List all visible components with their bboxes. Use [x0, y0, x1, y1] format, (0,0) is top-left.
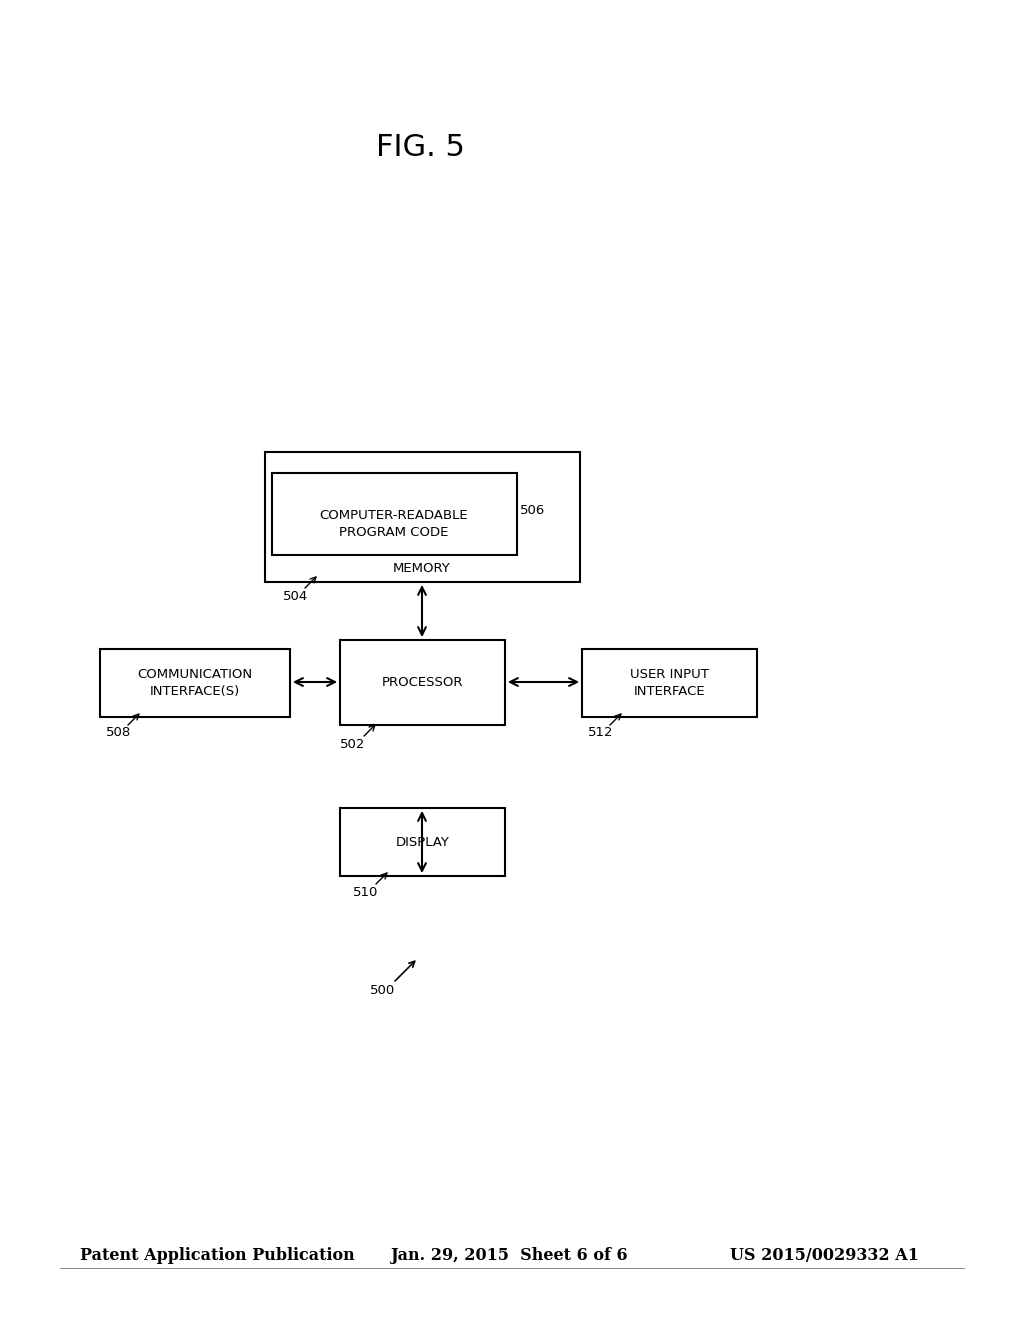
Text: PROCESSOR: PROCESSOR: [382, 676, 463, 689]
Text: 512: 512: [588, 726, 613, 738]
Bar: [582, 649, 757, 717]
Text: Jan. 29, 2015  Sheet 6 of 6: Jan. 29, 2015 Sheet 6 of 6: [390, 1246, 628, 1263]
Text: USER INPUT
INTERFACE: USER INPUT INTERFACE: [630, 668, 709, 698]
Text: COMMUNICATION
INTERFACE(S): COMMUNICATION INTERFACE(S): [137, 668, 253, 698]
Bar: [265, 451, 580, 582]
Text: FIG. 5: FIG. 5: [376, 133, 465, 162]
Bar: [100, 649, 290, 717]
Text: 500: 500: [370, 983, 395, 997]
Bar: [272, 473, 517, 554]
Bar: [340, 640, 505, 725]
Text: COMPUTER-READABLE
PROGRAM CODE: COMPUTER-READABLE PROGRAM CODE: [319, 510, 468, 539]
Text: 504: 504: [283, 590, 308, 602]
Text: 506: 506: [520, 503, 545, 516]
Text: 508: 508: [106, 726, 131, 739]
Text: 510: 510: [353, 886, 379, 899]
Bar: [340, 808, 505, 876]
Text: Patent Application Publication: Patent Application Publication: [80, 1246, 354, 1263]
Text: US 2015/0029332 A1: US 2015/0029332 A1: [730, 1246, 919, 1263]
Text: DISPLAY: DISPLAY: [395, 836, 450, 849]
Text: MEMORY: MEMORY: [393, 561, 451, 574]
Text: 502: 502: [340, 738, 366, 751]
